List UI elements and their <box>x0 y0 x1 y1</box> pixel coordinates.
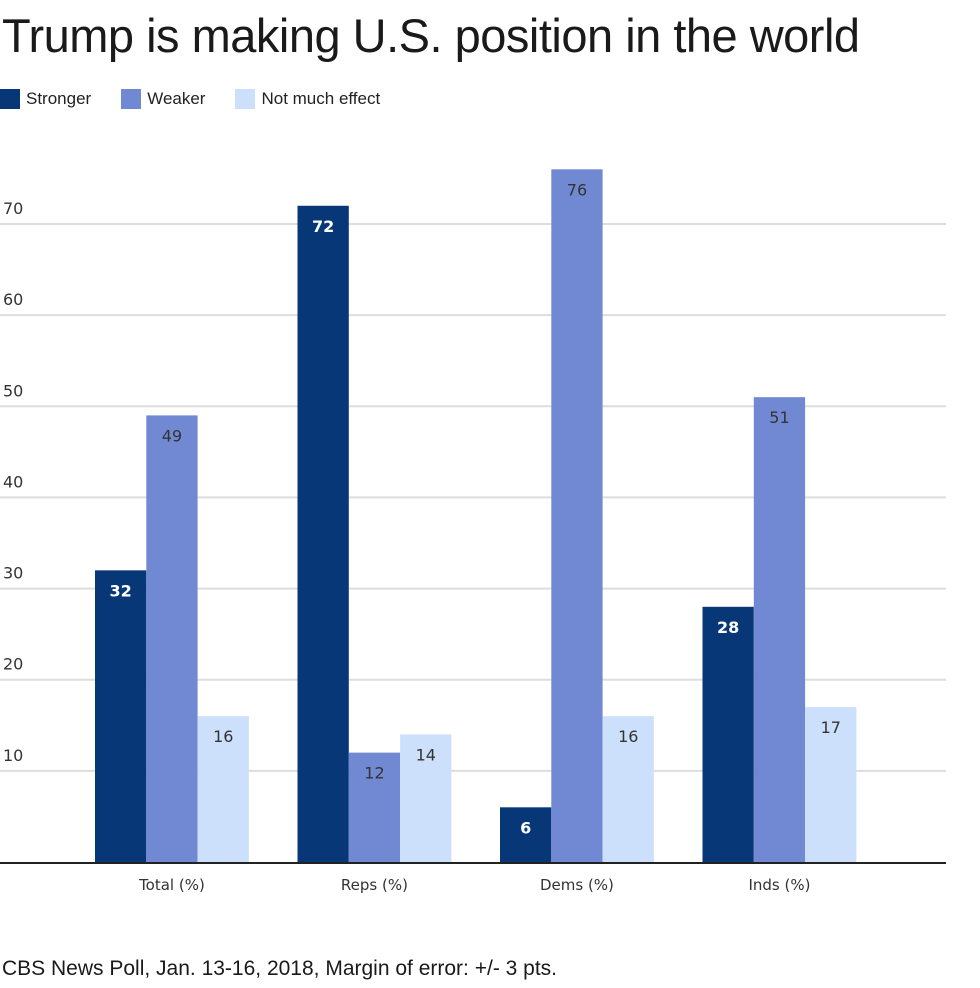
y-axis-ticks: 10 20 30 40 50 60 70 <box>3 199 23 765</box>
legend-item-not-much-effect: Not much effect <box>235 89 380 109</box>
bar-not-much-effect-2 <box>602 716 654 862</box>
data-label-stronger-0: 32 <box>110 581 132 600</box>
bar-not-much-effect-0 <box>197 716 249 862</box>
x-tick-label-1: Reps (%) <box>341 876 408 894</box>
y-tick-label-50: 50 <box>3 381 23 400</box>
y-tick-label-60: 60 <box>3 290 23 309</box>
legend-swatch-weaker <box>121 89 142 109</box>
data-label-not-much-effect-1: 14 <box>416 745 436 764</box>
bar-not-much-effect-3 <box>805 707 857 862</box>
data-label-stronger-1: 72 <box>312 217 334 236</box>
bar-weaker-1 <box>348 752 401 862</box>
bar-weaker-0 <box>146 415 198 862</box>
legend: Stronger Weaker Not much effect <box>0 89 410 109</box>
y-tick-label-30: 30 <box>3 564 23 583</box>
legend-item-weaker: Weaker <box>121 89 205 109</box>
x-tick-label-0: Total (%) <box>138 876 205 894</box>
bar-stronger-1 <box>297 205 349 862</box>
legend-swatch-stronger <box>0 89 20 109</box>
bar-stronger-2 <box>500 807 552 862</box>
legend-label-not-much-effect: Not much effect <box>261 89 381 108</box>
y-tick-label-10: 10 <box>3 746 23 765</box>
legend-label-stronger: Stronger <box>26 89 92 108</box>
bar-weaker-2 <box>551 169 603 863</box>
data-label-weaker-1: 12 <box>364 764 384 783</box>
data-label-weaker-3: 51 <box>769 408 789 427</box>
x-axis-ticks: Total (%) Reps (%) Dems (%) Inds (%) <box>138 876 810 894</box>
data-label-not-much-effect-3: 17 <box>821 718 841 737</box>
x-tick-label-2: Dems (%) <box>540 876 614 894</box>
bar-weaker-3 <box>753 397 806 862</box>
legend-item-stronger: Stronger <box>0 89 91 109</box>
data-label-not-much-effect-0: 16 <box>213 727 233 746</box>
legend-label-weaker: Weaker <box>147 89 206 108</box>
legend-swatch-not-much-effect <box>235 89 256 109</box>
bar-stronger-0 <box>95 570 147 862</box>
y-tick-label-40: 40 <box>3 472 23 491</box>
data-labels: 32 49 16 72 12 14 6 76 16 28 51 17 <box>110 180 841 837</box>
bars <box>95 169 857 863</box>
bar-stronger-3 <box>702 606 754 862</box>
chart-title: Trump is making U.S. position in the wor… <box>2 9 860 62</box>
data-label-weaker-0: 49 <box>162 426 182 445</box>
bar-not-much-effect-1 <box>400 734 452 862</box>
data-label-not-much-effect-2: 16 <box>618 727 638 746</box>
data-label-stronger-3: 28 <box>717 618 739 637</box>
x-tick-label-3: Inds (%) <box>748 876 810 894</box>
source-note: CBS News Poll, Jan. 13-16, 2018, Margin … <box>2 957 558 980</box>
y-tick-label-20: 20 <box>3 655 23 674</box>
data-label-stronger-2: 6 <box>520 818 531 837</box>
data-label-weaker-2: 76 <box>567 180 587 199</box>
y-tick-label-70: 70 <box>3 199 23 218</box>
